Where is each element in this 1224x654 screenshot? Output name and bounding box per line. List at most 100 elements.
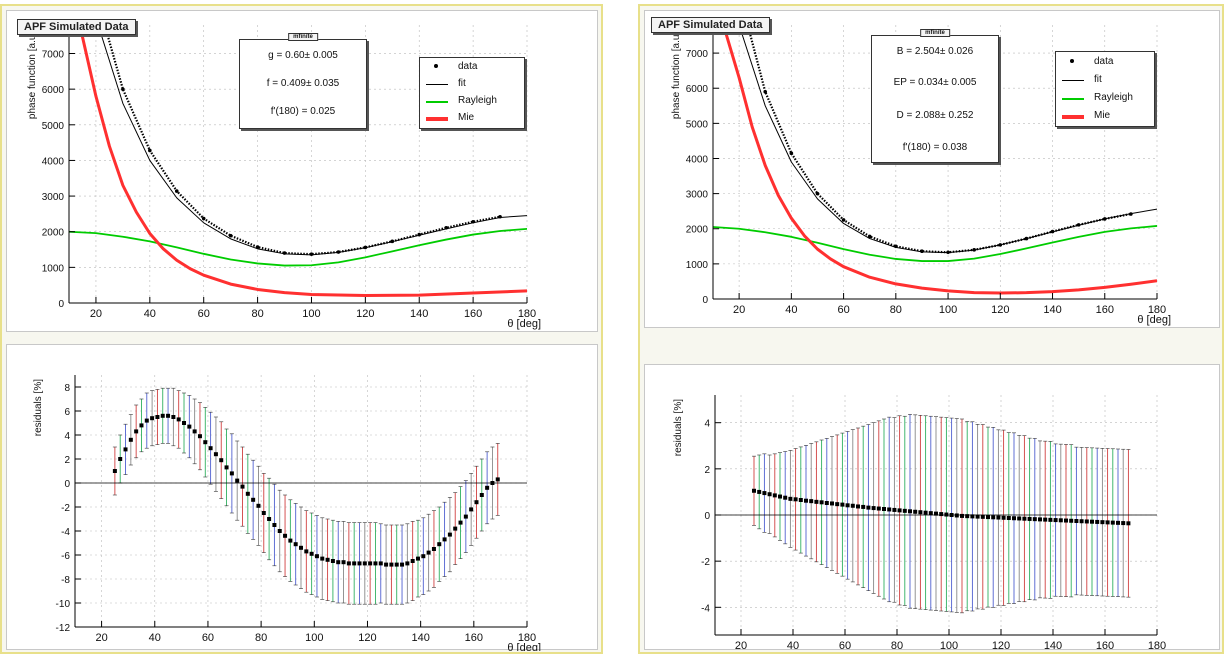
dot-marker-icon: [1070, 59, 1074, 63]
y-tick-label: -8: [61, 575, 70, 586]
fit-stats-box-left: mfinite g = 0.60± 0.005 f = 0.409± 0.035…: [239, 33, 367, 129]
residual-point: [144, 418, 149, 423]
residual-point: [330, 559, 335, 563]
y-tick-label: 6000: [42, 85, 65, 96]
residual-point: [139, 423, 144, 428]
mie-curve: [78, 25, 527, 298]
residual-point: [192, 429, 197, 434]
residual-point: [1110, 520, 1115, 525]
residual-point: [320, 556, 325, 561]
stats-line: f'(180) = 0.025: [270, 106, 336, 117]
y-axis-label: phase function [a.u.]: [671, 29, 682, 119]
residual-point: [1027, 516, 1032, 521]
residual-point: [1017, 516, 1022, 521]
residual-point: [341, 560, 346, 565]
plot-title-left: APF Simulated Data: [17, 19, 136, 35]
residual-point: [835, 502, 840, 507]
residual-point: [1100, 520, 1105, 525]
residual-point: [336, 560, 341, 565]
residual-point: [845, 503, 850, 508]
stats-header-right: mfinite: [920, 29, 950, 37]
residual-point: [213, 452, 218, 457]
legend-label: Mie: [458, 112, 475, 123]
x-tick-label: 100: [939, 304, 957, 316]
y-tick-label: 1000: [686, 260, 709, 271]
residual-point: [155, 415, 160, 419]
plot-area: [713, 25, 1157, 295]
legend-label: fit: [1094, 74, 1102, 85]
legend-entry-mie: Mie: [1060, 109, 1152, 125]
x-tick-label: 100: [940, 640, 958, 651]
residual-point: [197, 434, 202, 439]
residual-point: [235, 478, 240, 483]
fit-stats-box-right: mfinite B = 2.504± 0.026 EP = 0.034± 0.0…: [871, 29, 999, 163]
plot-area: [112, 387, 500, 605]
residual-point: [304, 549, 309, 554]
residual-point: [996, 515, 1001, 520]
rayleigh-curve: [713, 225, 1157, 262]
dot-marker-icon: [434, 64, 438, 68]
red-line-icon: [426, 117, 448, 121]
residual-point: [373, 561, 378, 566]
residual-point: [442, 537, 447, 542]
stats-line: EP = 0.034± 0.005: [893, 77, 977, 88]
residual-point: [134, 429, 139, 434]
residual-point: [176, 417, 181, 422]
residual-point: [171, 415, 176, 419]
y-tick-label: 2: [704, 465, 710, 476]
residual-point: [325, 557, 330, 562]
residual-point: [1121, 521, 1126, 526]
residual-point: [1012, 516, 1016, 521]
stats-line: g = 0.60± 0.005: [268, 50, 338, 61]
x-tick-label: 40: [144, 308, 156, 320]
residual-point: [1006, 516, 1011, 520]
residual-point: [798, 498, 803, 502]
residual-point: [426, 550, 431, 555]
axes: [68, 25, 527, 304]
x-tick-label: 140: [411, 632, 429, 644]
residual-point: [1105, 520, 1110, 525]
data-series: [105, 31, 501, 256]
residual-point: [277, 529, 282, 533]
mie-curve: [722, 25, 1157, 295]
x-tick-label: 60: [837, 304, 849, 316]
residual-point: [368, 561, 373, 566]
residual-point: [394, 562, 399, 567]
stats-line: D = 2.088± 0.252: [896, 110, 974, 121]
y-tick-label: 4: [704, 419, 710, 430]
residual-point: [458, 520, 463, 525]
legend-label: Rayleigh: [1094, 92, 1133, 103]
x-tick-label: 80: [251, 308, 263, 320]
residual-point: [1116, 520, 1120, 525]
green-line-icon: [426, 101, 448, 103]
phase-function-pad-left: 20 40 60 80 100 120 140 160 180 0 1000 2000 3000 4000…: [6, 10, 598, 332]
x-tick-label: 80: [890, 304, 902, 316]
residual-point: [908, 509, 912, 514]
residual-point: [871, 506, 876, 511]
residual-point: [479, 493, 484, 497]
x-tick-label: 20: [90, 308, 102, 320]
x-tick-label: 160: [1096, 304, 1114, 316]
stats-line: f = 0.409± 0.035: [266, 78, 340, 89]
y-tick-label: 0: [64, 479, 70, 490]
residual-point: [378, 561, 383, 566]
y-tick-label: 4000: [686, 154, 709, 165]
residual-point: [850, 503, 855, 508]
x-tick-label: 140: [1044, 640, 1062, 651]
thin-line-icon: [426, 84, 448, 85]
residual-point: [463, 514, 468, 519]
residual-point: [970, 514, 975, 519]
x-tick-label: 60: [202, 632, 214, 644]
legend-label: Mie: [1094, 110, 1111, 121]
residual-point: [384, 562, 389, 567]
residual-point: [793, 497, 798, 502]
x-axis-label: θ [deg]: [1137, 650, 1171, 651]
residual-point: [752, 488, 756, 493]
y-tick-label: 3000: [42, 192, 65, 203]
residual-point: [362, 561, 367, 566]
residual-point: [809, 499, 814, 504]
legend-right: data fit Rayleigh Mie: [1055, 51, 1155, 127]
x-axis-label: θ [deg]: [507, 318, 541, 330]
residual-point: [261, 511, 266, 515]
y-tick-label: 5000: [42, 121, 65, 132]
